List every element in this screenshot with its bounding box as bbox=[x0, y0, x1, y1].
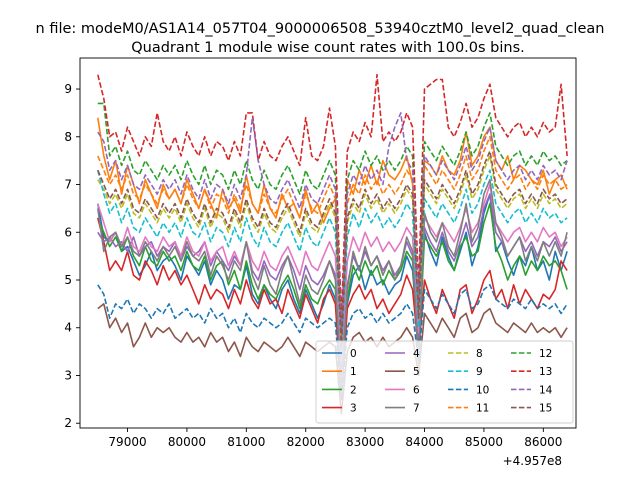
series-line-8 bbox=[97, 155, 568, 348]
x-offset-label: +4.957e8 bbox=[503, 454, 562, 468]
y-tick-label: 5 bbox=[64, 273, 72, 287]
axes: 79000 80000 81000 82000 83000 84000 85000 86000… bbox=[64, 57, 577, 449]
legend-label-15: 15 bbox=[539, 403, 552, 415]
x-tick-label: 83000 bbox=[346, 435, 384, 449]
series-line-12 bbox=[97, 102, 568, 329]
legend-label-1: 1 bbox=[350, 366, 357, 378]
y-tick-label: 4 bbox=[64, 321, 72, 335]
x-tick-label: 81000 bbox=[227, 435, 265, 449]
legend-label-3: 3 bbox=[350, 403, 357, 415]
legend-label-13: 13 bbox=[539, 366, 552, 378]
legend-label-2: 2 bbox=[350, 384, 357, 396]
y-tick-label: 9 bbox=[64, 82, 72, 96]
series-line-13 bbox=[97, 73, 568, 320]
legend-label-11: 11 bbox=[476, 403, 489, 415]
chart-suptitle: n file: modeM0/AS1A14_057T04_9000006508_… bbox=[36, 21, 605, 37]
y-tick-label: 3 bbox=[64, 368, 72, 382]
y-tick-label: 6 bbox=[64, 225, 72, 239]
x-tick-label: 84000 bbox=[405, 435, 443, 449]
legend-label-7: 7 bbox=[413, 403, 420, 415]
legend-label-14: 14 bbox=[539, 384, 553, 396]
legend-label-0: 0 bbox=[350, 348, 357, 360]
series-line-11 bbox=[97, 136, 568, 339]
legend-label-9: 9 bbox=[476, 366, 483, 378]
chart-title: Quadrant 1 module wise count rates with … bbox=[131, 40, 525, 56]
legend-label-8: 8 bbox=[476, 348, 483, 360]
series-line-14 bbox=[97, 112, 568, 334]
series-line-9 bbox=[97, 169, 568, 358]
axes-frame bbox=[79, 57, 577, 429]
x-tick-label: 80000 bbox=[168, 435, 206, 449]
series-line-3 bbox=[97, 217, 568, 401]
legend-label-6: 6 bbox=[413, 384, 420, 396]
x-tick-label: 85000 bbox=[465, 435, 503, 449]
x-tick-label: 86000 bbox=[524, 435, 562, 449]
legend-label-4: 4 bbox=[413, 348, 420, 360]
legend-box bbox=[315, 340, 574, 424]
legend-label-12: 12 bbox=[539, 348, 552, 360]
series-line-6 bbox=[97, 183, 568, 363]
x-tick-label: 79000 bbox=[108, 435, 146, 449]
y-tick-label: 2 bbox=[64, 416, 72, 430]
series-line-10 bbox=[97, 283, 568, 401]
series-line-7 bbox=[97, 178, 568, 396]
legend-label-10: 10 bbox=[476, 384, 489, 396]
legend-label-5: 5 bbox=[413, 366, 420, 378]
y-tick-label: 8 bbox=[64, 130, 72, 144]
y-tick-label: 7 bbox=[64, 178, 72, 192]
x-tick-label: 82000 bbox=[287, 435, 325, 449]
series-line-15 bbox=[97, 150, 568, 348]
series-line-2 bbox=[97, 202, 568, 386]
